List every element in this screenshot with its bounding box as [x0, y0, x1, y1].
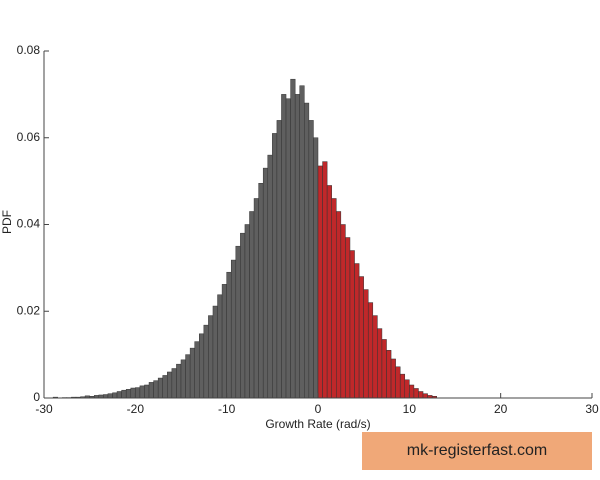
bar — [212, 305, 218, 399]
bar — [409, 384, 415, 399]
bar — [189, 347, 195, 399]
bar — [276, 120, 282, 399]
bar — [125, 389, 132, 399]
bar — [367, 302, 374, 399]
x-axis-label: Growth Rate (rad/s) — [265, 417, 370, 431]
bar — [281, 94, 287, 399]
bar — [180, 359, 186, 399]
bar — [135, 387, 141, 399]
bar — [208, 315, 214, 399]
bar — [294, 94, 300, 399]
bar — [372, 315, 378, 399]
bar — [340, 224, 346, 399]
bar — [130, 387, 136, 399]
bar — [116, 391, 122, 399]
bar — [386, 350, 392, 399]
bar — [235, 245, 241, 399]
watermark: mk-registerfast.com — [407, 442, 547, 459]
bar — [176, 363, 182, 399]
bar — [395, 366, 401, 399]
bar — [240, 232, 246, 399]
bar — [221, 284, 227, 399]
bar — [153, 380, 159, 399]
bar — [249, 211, 255, 399]
bar — [230, 259, 237, 399]
bar — [148, 382, 154, 399]
bar — [326, 185, 332, 399]
bar — [258, 183, 264, 399]
bar — [299, 85, 305, 399]
x-tick-label: 30 — [585, 402, 599, 416]
bar — [308, 120, 314, 399]
bar — [331, 198, 337, 399]
bar — [354, 263, 360, 399]
bar — [203, 324, 209, 399]
bar — [358, 276, 364, 399]
x-tick-label: -20 — [127, 402, 145, 416]
bar — [404, 379, 410, 399]
bar — [418, 391, 424, 399]
bar — [144, 384, 150, 399]
x-tick-label: 20 — [494, 402, 508, 416]
bar — [304, 102, 310, 399]
bar — [194, 341, 200, 399]
y-tick-label: 0.08 — [17, 43, 41, 57]
bar — [217, 294, 223, 399]
bar — [185, 354, 191, 399]
bar — [313, 137, 319, 399]
bar — [349, 250, 355, 399]
bar — [413, 388, 419, 399]
bar — [226, 271, 232, 399]
bar — [107, 393, 113, 399]
bar — [267, 154, 273, 399]
bar — [317, 165, 323, 399]
bar — [345, 237, 351, 399]
bar — [272, 133, 278, 399]
bar — [399, 373, 406, 399]
bar — [139, 385, 145, 399]
y-tick-label: 0.06 — [17, 130, 41, 144]
y-tick-label: 0.02 — [17, 303, 41, 317]
bar — [121, 389, 127, 399]
bar — [290, 78, 296, 399]
x-tick-label: 0 — [315, 402, 322, 416]
x-tick-label: 10 — [403, 402, 417, 416]
bar — [322, 161, 328, 399]
bar — [199, 333, 205, 399]
bar — [422, 393, 428, 399]
bar — [285, 98, 291, 399]
y-axis-label: PDF — [0, 210, 14, 234]
bar — [363, 289, 369, 399]
bar — [171, 368, 177, 399]
bar — [262, 167, 269, 399]
y-tick-label: 0.04 — [17, 217, 41, 231]
watermark-box — [362, 432, 592, 470]
bar — [336, 211, 342, 399]
bar — [377, 328, 383, 399]
bar — [157, 377, 163, 399]
bar — [167, 371, 173, 399]
bar — [103, 394, 109, 399]
bar — [381, 339, 387, 399]
bar — [390, 358, 396, 399]
bar — [162, 375, 168, 399]
bar — [244, 224, 250, 399]
y-tick-label: 0 — [33, 390, 40, 404]
x-tick-label: -30 — [35, 402, 53, 416]
x-tick-label: -10 — [218, 402, 236, 416]
bar — [253, 198, 259, 399]
bar — [112, 392, 118, 399]
